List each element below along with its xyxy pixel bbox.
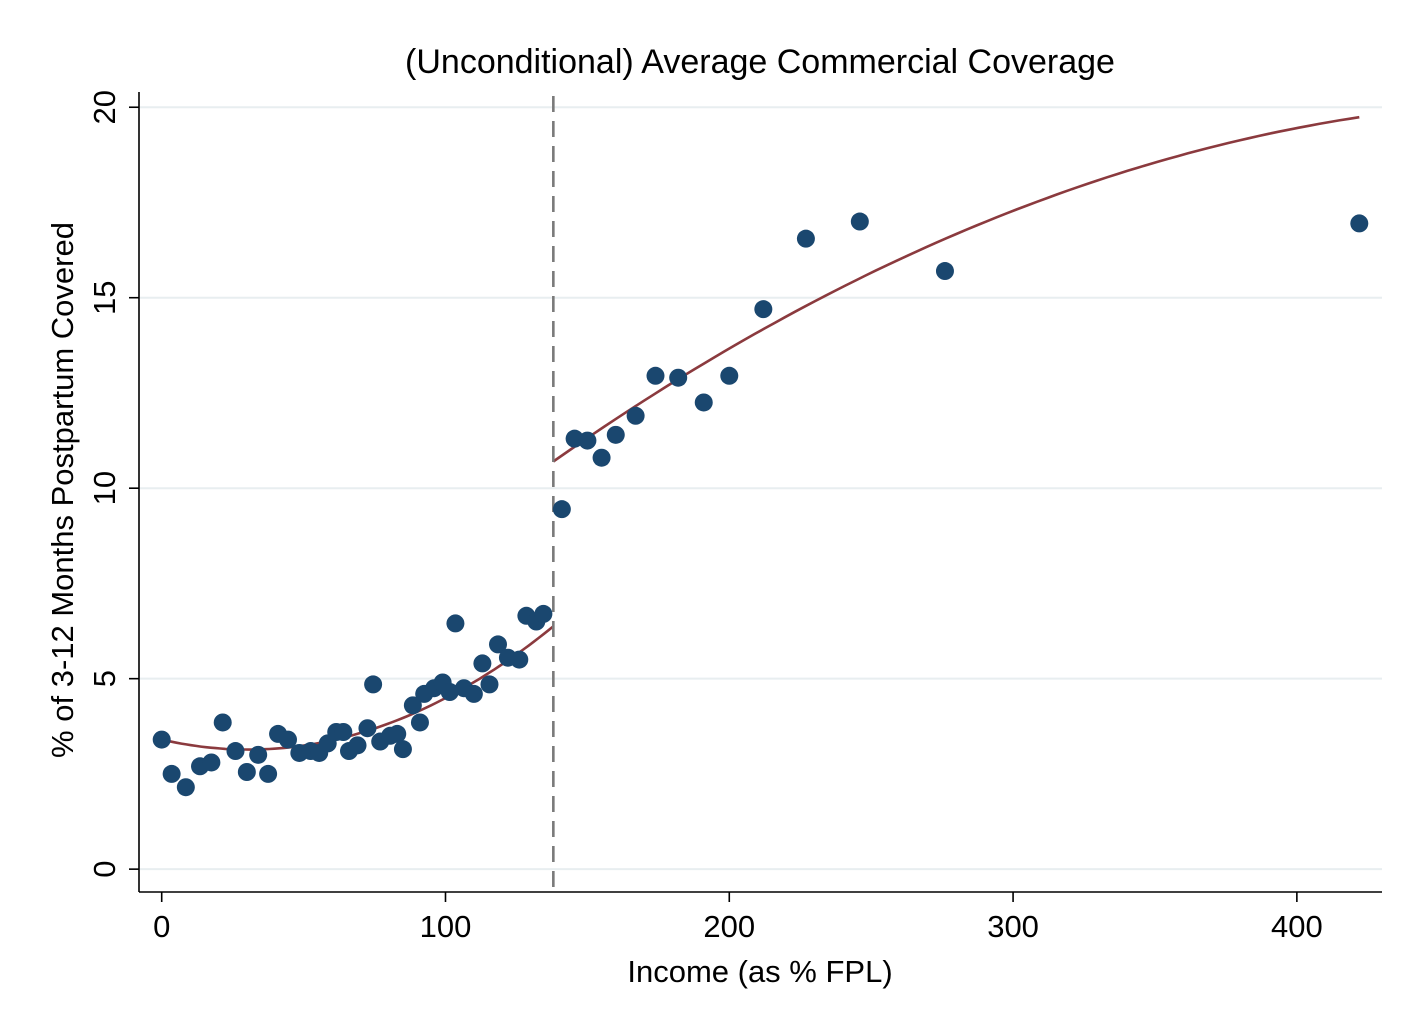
y-tick-label: 5 (87, 670, 122, 687)
y-tick-label: 10 (87, 471, 122, 505)
y-axis-label: % of 3-12 Months Postpartum Covered (45, 222, 80, 758)
data-point (552, 500, 571, 519)
data-point (259, 764, 278, 783)
data-point (754, 300, 773, 319)
data-point (850, 212, 869, 231)
x-tick-label: 100 (420, 909, 472, 944)
data-point (464, 684, 483, 703)
data-point (152, 730, 171, 749)
y-tick-label: 15 (87, 280, 122, 314)
data-point (446, 614, 465, 633)
data-point (626, 406, 645, 425)
data-point (393, 740, 412, 759)
data-point (646, 366, 665, 385)
data-point (510, 650, 529, 669)
y-tick-label: 0 (87, 861, 122, 878)
data-point (606, 425, 625, 444)
data-point (403, 696, 422, 715)
data-point (935, 262, 954, 281)
x-tick-label: 400 (1271, 909, 1323, 944)
data-point (162, 764, 181, 783)
data-point (694, 393, 713, 412)
data-point (226, 742, 245, 761)
data-point (1350, 214, 1369, 233)
x-tick-label: 300 (987, 909, 1039, 944)
x-axis-label: Income (as % FPL) (627, 954, 892, 989)
data-points (152, 212, 1369, 797)
data-point (348, 736, 367, 755)
data-point (534, 604, 553, 623)
data-point (480, 675, 499, 694)
x-tick-label: 0 (153, 909, 170, 944)
fit-lines (161, 115, 1360, 751)
data-point (592, 448, 611, 467)
x-tick-label: 200 (703, 909, 755, 944)
data-point (578, 431, 597, 450)
data-point (440, 683, 459, 701)
y-tick-label: 20 (87, 90, 122, 124)
data-point (237, 763, 256, 781)
data-point (358, 719, 377, 738)
data-point (278, 730, 297, 749)
fit-line-right (552, 115, 1360, 463)
data-point (796, 229, 815, 248)
chart-title: (Unconditional) Average Commercial Cover… (405, 43, 1115, 81)
data-point (202, 753, 221, 772)
data-point (410, 713, 429, 732)
data-point (176, 778, 195, 797)
data-point (249, 745, 268, 764)
data-point (669, 368, 688, 387)
axes (138, 92, 1382, 893)
data-point (213, 713, 232, 732)
data-point (388, 724, 407, 743)
data-point (364, 675, 383, 694)
data-point (473, 654, 492, 673)
data-point (334, 723, 353, 741)
data-point (488, 635, 507, 654)
grid (140, 106, 1382, 871)
data-point (720, 366, 739, 385)
